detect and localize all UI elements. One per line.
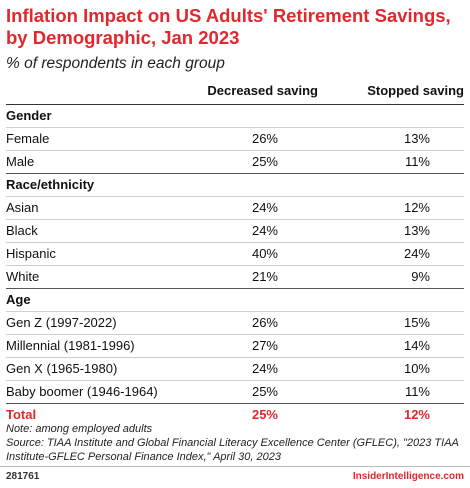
- decreased-value: 24%: [251, 361, 278, 376]
- row-label: Gen Z (1997-2022): [6, 315, 117, 330]
- stopped-value: 9%: [411, 269, 430, 284]
- table-row: Millennial (1981-1996) 27% 14%: [6, 335, 464, 358]
- row-label: Asian: [6, 200, 39, 215]
- decreased-value: 25%: [251, 384, 278, 399]
- table-row: Baby boomer (1946-1964) 25% 11%: [6, 381, 464, 404]
- chart-subtitle: % of respondents in each group: [6, 55, 225, 72]
- group-label: Race/ethnicity: [6, 177, 95, 192]
- column-header-decreased: Decreased saving: [207, 83, 318, 98]
- stopped-value: 24%: [403, 246, 430, 261]
- row-label: Female: [6, 131, 50, 146]
- column-header-stopped: Stopped saving: [367, 83, 464, 98]
- row-label: Black: [6, 223, 38, 238]
- brand-link[interactable]: InsiderIntelligence.com: [352, 471, 464, 482]
- row-label: White: [6, 269, 40, 284]
- stopped-value: 10%: [403, 361, 430, 376]
- stopped-value: 15%: [403, 315, 430, 330]
- table-row: Gen Z (1997-2022) 26% 15%: [6, 312, 464, 335]
- chart-id: 281761: [6, 471, 40, 482]
- stopped-value: 13%: [403, 131, 430, 146]
- decreased-value: 26%: [251, 315, 278, 330]
- decreased-value: 25%: [251, 154, 278, 169]
- decreased-value: 26%: [251, 131, 278, 146]
- decreased-value: 27%: [251, 338, 278, 353]
- row-label: Hispanic: [6, 246, 56, 261]
- source-text: Source: TIAA Institute and Global Financ…: [6, 437, 459, 463]
- table-row: White 21% 9%: [6, 266, 464, 289]
- stopped-value: 14%: [403, 338, 430, 353]
- row-label: Gen X (1965-1980): [6, 361, 118, 376]
- decreased-value: 24%: [251, 223, 278, 238]
- data-table: Decreased saving Stopped saving Gender F…: [6, 80, 464, 426]
- row-label: Baby boomer (1946-1964): [6, 384, 158, 399]
- group-label: Age: [6, 292, 31, 307]
- chart-title: Inflation Impact on US Adults' Retiremen…: [6, 5, 451, 48]
- table-row: Hispanic 40% 24%: [6, 243, 464, 266]
- row-label: Male: [6, 154, 35, 169]
- total-row: Total 25% 12%: [6, 404, 464, 426]
- total-decreased-value: 25%: [251, 407, 278, 422]
- stopped-value: 13%: [403, 223, 430, 238]
- table-row: Black 24% 13%: [6, 220, 464, 243]
- table-row: Male 25% 11%: [6, 151, 464, 174]
- stopped-value: 12%: [403, 200, 430, 215]
- group-header-age: Age: [6, 289, 464, 312]
- group-header-gender: Gender: [6, 105, 464, 128]
- decreased-value: 40%: [251, 246, 278, 261]
- stopped-value: 11%: [404, 384, 430, 399]
- note-text: Note: among employed adults: [6, 423, 153, 435]
- decreased-value: 24%: [251, 200, 278, 215]
- group-header-race: Race/ethnicity: [6, 174, 464, 197]
- decreased-value: 21%: [251, 269, 278, 284]
- group-label: Gender: [6, 108, 52, 123]
- total-stopped-value: 12%: [403, 407, 430, 422]
- table-header: Decreased saving Stopped saving: [6, 80, 464, 105]
- row-label: Millennial (1981-1996): [6, 338, 135, 353]
- table-row: Asian 24% 12%: [6, 197, 464, 220]
- stopped-value: 11%: [404, 154, 430, 169]
- table-row: Female 26% 13%: [6, 128, 464, 151]
- total-label: Total: [6, 407, 37, 422]
- table-row: Gen X (1965-1980) 24% 10%: [6, 358, 464, 381]
- footer: 281761 InsiderIntelligence.com: [0, 466, 470, 488]
- notes: Note: among employed adults Source: TIAA…: [6, 422, 466, 464]
